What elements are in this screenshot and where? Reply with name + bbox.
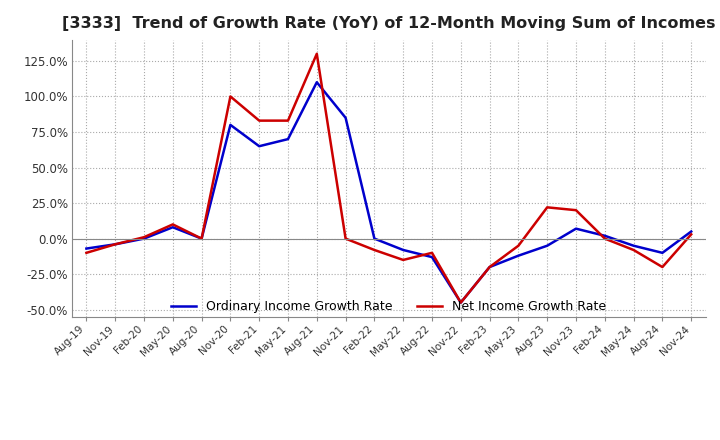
Ordinary Income Growth Rate bbox=[341, 115, 350, 121]
Ordinary Income Growth Rate bbox=[543, 243, 552, 248]
Ordinary Income Growth Rate bbox=[572, 226, 580, 231]
Legend: Ordinary Income Growth Rate, Net Income Growth Rate: Ordinary Income Growth Rate, Net Income … bbox=[171, 301, 607, 313]
Net Income Growth Rate bbox=[284, 118, 292, 123]
Net Income Growth Rate bbox=[226, 94, 235, 99]
Net Income Growth Rate bbox=[658, 264, 667, 270]
Net Income Growth Rate bbox=[687, 232, 696, 237]
Ordinary Income Growth Rate bbox=[629, 243, 638, 248]
Ordinary Income Growth Rate bbox=[687, 229, 696, 234]
Ordinary Income Growth Rate bbox=[456, 300, 465, 305]
Net Income Growth Rate bbox=[399, 257, 408, 263]
Ordinary Income Growth Rate bbox=[226, 122, 235, 128]
Ordinary Income Growth Rate bbox=[111, 242, 120, 247]
Net Income Growth Rate bbox=[456, 300, 465, 305]
Ordinary Income Growth Rate bbox=[284, 136, 292, 142]
Line: Net Income Growth Rate: Net Income Growth Rate bbox=[86, 54, 691, 303]
Net Income Growth Rate bbox=[255, 118, 264, 123]
Net Income Growth Rate bbox=[312, 51, 321, 56]
Net Income Growth Rate bbox=[543, 205, 552, 210]
Ordinary Income Growth Rate bbox=[312, 80, 321, 85]
Net Income Growth Rate bbox=[168, 222, 177, 227]
Ordinary Income Growth Rate bbox=[600, 233, 609, 238]
Net Income Growth Rate bbox=[140, 235, 148, 240]
Net Income Growth Rate bbox=[341, 236, 350, 241]
Ordinary Income Growth Rate bbox=[370, 236, 379, 241]
Net Income Growth Rate bbox=[629, 247, 638, 253]
Ordinary Income Growth Rate bbox=[428, 254, 436, 260]
Net Income Growth Rate bbox=[514, 243, 523, 248]
Title: [3333]  Trend of Growth Rate (YoY) of 12-Month Moving Sum of Incomes: [3333] Trend of Growth Rate (YoY) of 12-… bbox=[62, 16, 716, 32]
Ordinary Income Growth Rate bbox=[514, 253, 523, 258]
Net Income Growth Rate bbox=[82, 250, 91, 256]
Net Income Growth Rate bbox=[197, 236, 206, 241]
Net Income Growth Rate bbox=[572, 208, 580, 213]
Ordinary Income Growth Rate bbox=[255, 143, 264, 149]
Net Income Growth Rate bbox=[111, 242, 120, 247]
Ordinary Income Growth Rate bbox=[197, 236, 206, 241]
Net Income Growth Rate bbox=[600, 236, 609, 241]
Ordinary Income Growth Rate bbox=[658, 250, 667, 256]
Net Income Growth Rate bbox=[485, 264, 494, 270]
Ordinary Income Growth Rate bbox=[140, 236, 148, 241]
Net Income Growth Rate bbox=[370, 247, 379, 253]
Ordinary Income Growth Rate bbox=[485, 264, 494, 270]
Ordinary Income Growth Rate bbox=[168, 224, 177, 230]
Line: Ordinary Income Growth Rate: Ordinary Income Growth Rate bbox=[86, 82, 691, 303]
Ordinary Income Growth Rate bbox=[82, 246, 91, 251]
Net Income Growth Rate bbox=[428, 250, 436, 256]
Ordinary Income Growth Rate bbox=[399, 247, 408, 253]
